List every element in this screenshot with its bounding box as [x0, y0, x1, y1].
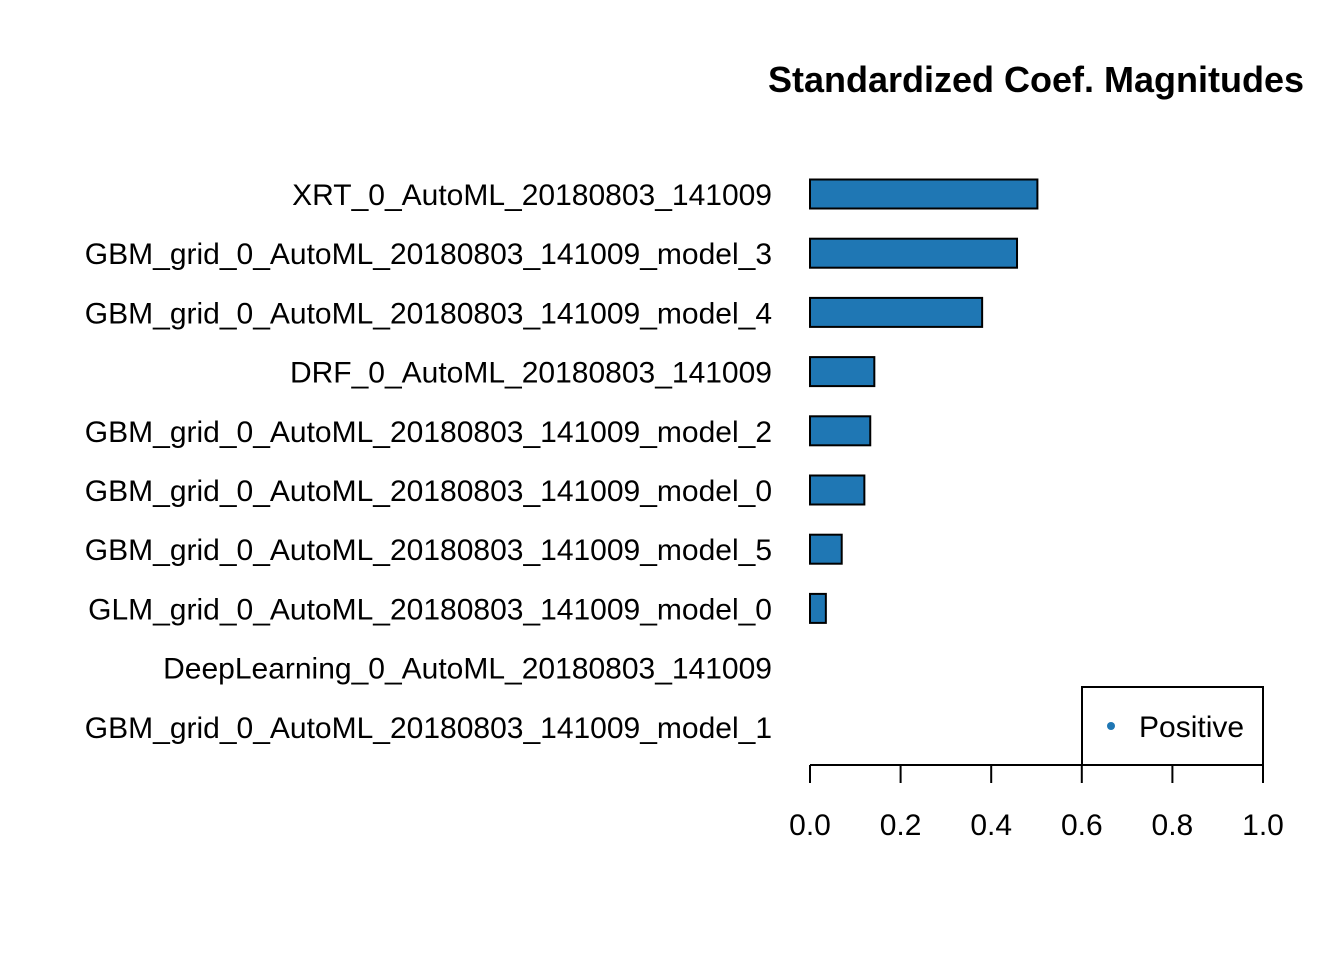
x-tick-label: 0.6: [1061, 809, 1103, 842]
legend: Positive: [1081, 686, 1264, 766]
x-axis: 0.0 0.2 0.4 0.6 0.8 1.0: [789, 764, 1284, 842]
bar: [809, 592, 827, 624]
category-label: GBM_grid_0_AutoML_20180803_141009_model_…: [85, 238, 772, 271]
legend-swatch-positive: [1107, 722, 1115, 730]
bar: [809, 474, 866, 506]
chart-title: Standardized Coef. Magnitudes: [768, 59, 1304, 100]
category-label: GBM_grid_0_AutoML_20180803_141009_model_…: [85, 712, 772, 745]
bar: [809, 296, 984, 328]
category-label: DeepLearning_0_AutoML_20180803_141009: [163, 653, 772, 686]
bar: [809, 237, 1019, 269]
bar: [809, 356, 876, 388]
category-labels: XRT_0_AutoML_20180803_141009 GBM_grid_0_A…: [85, 179, 772, 745]
category-label: GBM_grid_0_AutoML_20180803_141009_model_…: [85, 475, 772, 508]
bar: [809, 415, 872, 447]
bar: [809, 178, 1039, 210]
bar: [809, 533, 843, 565]
x-tick-label: 0.4: [970, 809, 1012, 842]
category-label: DRF_0_AutoML_20180803_141009: [290, 357, 772, 390]
category-label: GBM_grid_0_AutoML_20180803_141009_model_…: [85, 297, 772, 330]
bars-group: [809, 178, 1039, 624]
category-label: GBM_grid_0_AutoML_20180803_141009_model_…: [85, 416, 772, 449]
x-tick-label: 0.8: [1152, 809, 1194, 842]
x-tick-label: 0.0: [789, 809, 831, 842]
category-label: GLM_grid_0_AutoML_20180803_141009_model_…: [88, 593, 772, 626]
category-label: XRT_0_AutoML_20180803_141009: [292, 179, 772, 212]
legend-box: [1081, 686, 1264, 766]
category-label: GBM_grid_0_AutoML_20180803_141009_model_…: [85, 534, 772, 567]
x-tick-label: 1.0: [1242, 809, 1284, 842]
legend-label-positive: Positive: [1139, 711, 1244, 744]
x-tick-label: 0.2: [880, 809, 922, 842]
